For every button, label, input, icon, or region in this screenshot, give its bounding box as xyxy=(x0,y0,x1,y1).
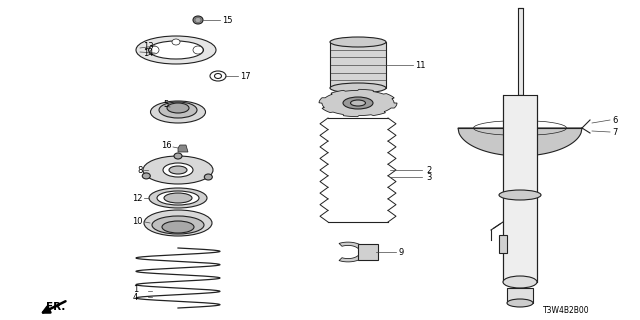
Bar xyxy=(507,288,533,303)
Text: 14: 14 xyxy=(143,49,154,58)
Ellipse shape xyxy=(174,153,182,159)
Ellipse shape xyxy=(172,39,180,45)
Polygon shape xyxy=(319,89,397,117)
Text: 7: 7 xyxy=(612,127,618,137)
Ellipse shape xyxy=(152,216,204,234)
Ellipse shape xyxy=(150,101,205,123)
Ellipse shape xyxy=(214,74,221,78)
Ellipse shape xyxy=(169,166,187,174)
Ellipse shape xyxy=(167,103,189,113)
Bar xyxy=(330,42,386,88)
Ellipse shape xyxy=(149,188,207,208)
Ellipse shape xyxy=(204,174,212,180)
Text: 11: 11 xyxy=(415,60,426,69)
Ellipse shape xyxy=(330,37,386,47)
Text: 1: 1 xyxy=(132,285,138,294)
Bar xyxy=(499,235,507,253)
Ellipse shape xyxy=(164,193,192,203)
Ellipse shape xyxy=(330,83,386,93)
Text: 13: 13 xyxy=(143,42,154,51)
Ellipse shape xyxy=(142,173,150,179)
Text: 3: 3 xyxy=(426,172,431,181)
Ellipse shape xyxy=(193,16,203,24)
Text: 16: 16 xyxy=(161,140,172,149)
Bar xyxy=(503,95,537,282)
Ellipse shape xyxy=(343,97,373,109)
Ellipse shape xyxy=(159,102,197,118)
Ellipse shape xyxy=(511,122,529,134)
Bar xyxy=(358,244,378,260)
Ellipse shape xyxy=(143,156,213,184)
Ellipse shape xyxy=(195,18,201,22)
Text: 6: 6 xyxy=(612,116,618,124)
Text: 12: 12 xyxy=(132,194,143,203)
Bar xyxy=(518,8,522,95)
Ellipse shape xyxy=(193,46,203,54)
Text: 2: 2 xyxy=(426,165,431,174)
Ellipse shape xyxy=(499,190,541,200)
Text: 15: 15 xyxy=(222,15,232,25)
Text: 5: 5 xyxy=(163,100,168,108)
Polygon shape xyxy=(178,145,188,152)
Ellipse shape xyxy=(515,124,525,132)
Ellipse shape xyxy=(162,221,194,233)
Ellipse shape xyxy=(503,276,537,288)
Ellipse shape xyxy=(136,36,216,64)
Text: 17: 17 xyxy=(240,71,251,81)
Ellipse shape xyxy=(157,191,199,205)
Ellipse shape xyxy=(210,71,226,81)
Text: T3W4B2B00: T3W4B2B00 xyxy=(543,306,590,315)
Ellipse shape xyxy=(351,100,365,106)
Text: 9: 9 xyxy=(398,247,403,257)
Polygon shape xyxy=(458,128,582,156)
Text: 10: 10 xyxy=(132,217,143,226)
Ellipse shape xyxy=(163,163,193,177)
Polygon shape xyxy=(339,242,366,262)
Ellipse shape xyxy=(144,210,212,236)
Text: 8: 8 xyxy=(138,165,143,174)
Text: FR.: FR. xyxy=(46,302,65,312)
Text: 4: 4 xyxy=(132,292,138,301)
Ellipse shape xyxy=(149,46,159,54)
Ellipse shape xyxy=(507,299,533,307)
Ellipse shape xyxy=(148,41,204,59)
